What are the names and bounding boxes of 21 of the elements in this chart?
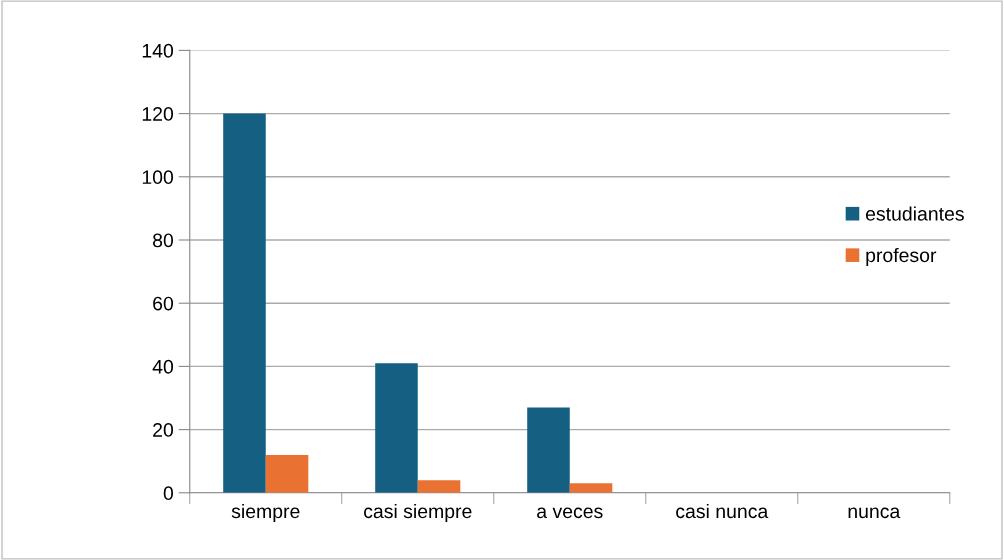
y-tick-label: 100 [142, 170, 174, 185]
y-tick-label: 60 [153, 296, 174, 311]
bar [569, 483, 613, 493]
y-tick-label: 140 [142, 43, 174, 58]
y-tick-label: 80 [153, 233, 174, 248]
bar [265, 454, 309, 493]
y-tick-label: 20 [153, 423, 174, 437]
x-tick-label: nunca [848, 507, 901, 519]
bar [527, 407, 570, 493]
legend-label: profesor [866, 247, 937, 266]
bar [375, 363, 418, 493]
bar [223, 113, 266, 493]
y-tick-label: 0 [163, 486, 174, 501]
legend-label: estudiantes [865, 206, 964, 221]
x-tick-label: casi siempre [364, 503, 472, 523]
y-tick-label: 40 [152, 359, 174, 374]
x-tick-label: siempre [231, 503, 300, 523]
x-tick-label: casi nunca [676, 503, 769, 519]
x-tick-label: a veces [537, 507, 603, 519]
y-tick-label: 120 [142, 107, 174, 121]
bar [417, 480, 461, 493]
